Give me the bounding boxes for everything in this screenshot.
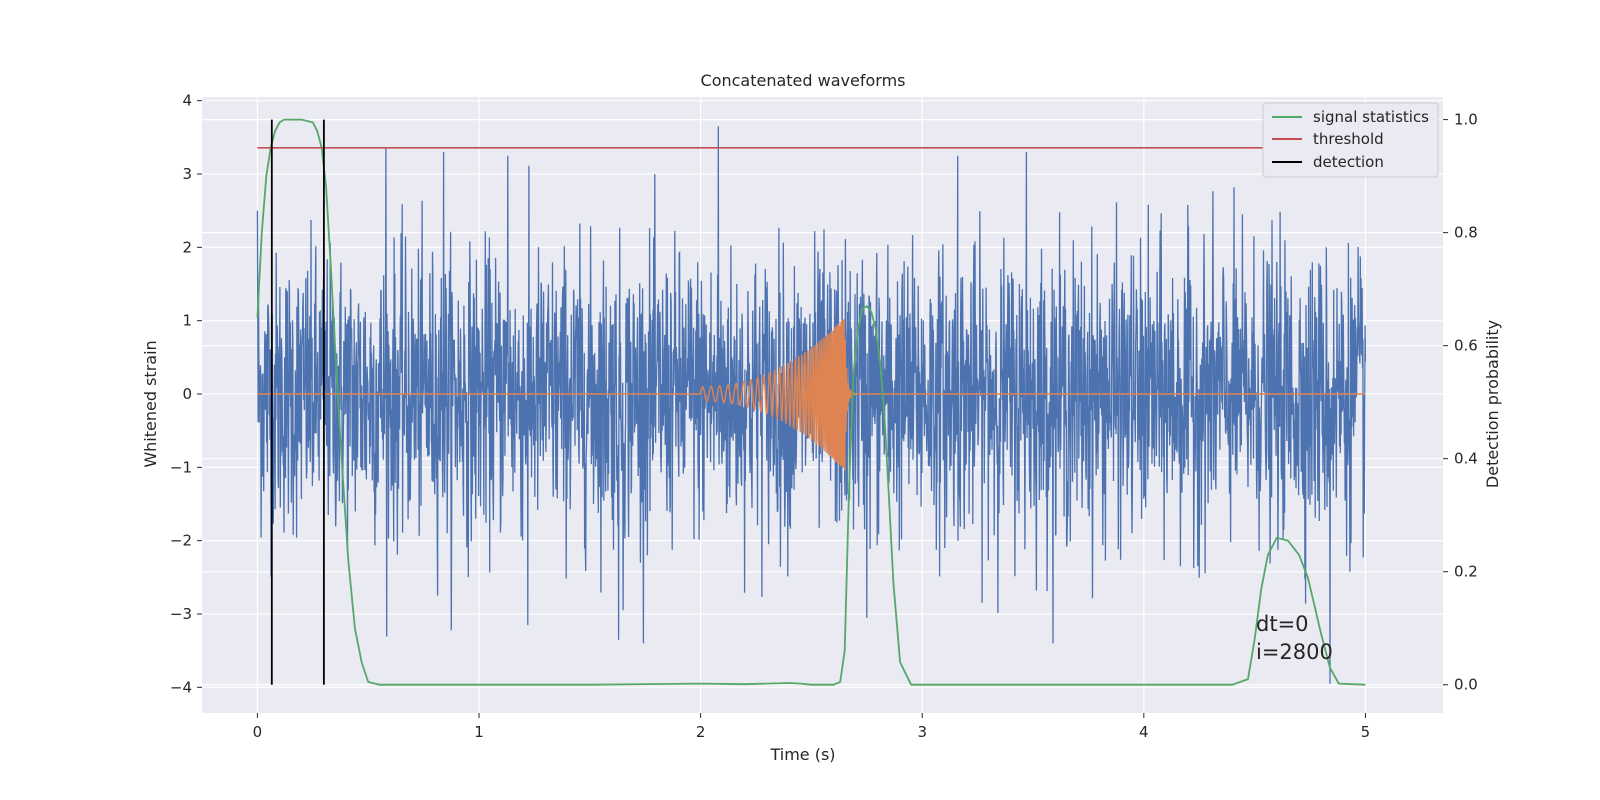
y2-tick-label: 0.8: [1454, 224, 1478, 242]
y2-axis-label: Detection probability: [1483, 320, 1502, 488]
y-tick-label: −2: [170, 532, 192, 550]
x-tick-label: 5: [1361, 723, 1371, 741]
y-tick-label: 0: [182, 385, 192, 403]
legend-label-signal-statistics: signal statistics: [1313, 108, 1429, 126]
x-axis-label: Time (s): [769, 745, 835, 764]
y2-tick-label: 0.0: [1454, 676, 1478, 694]
legend-label-threshold: threshold: [1313, 130, 1384, 148]
legend-label-detection: detection: [1313, 153, 1384, 171]
y-tick-label: −3: [170, 605, 192, 623]
annotation-dt: dt=0: [1256, 612, 1309, 636]
x-tick-label: 1: [474, 723, 484, 741]
y-axis-label: Whitened strain: [141, 340, 160, 467]
series-layer: [256, 118, 1367, 686]
y-tick-label: 4: [182, 92, 192, 110]
chart-title: Concatenated waveforms: [701, 71, 906, 90]
y2-tick-label: 0.6: [1454, 337, 1478, 355]
legend: signal statistics threshold detection: [1262, 102, 1439, 178]
y-tick-label: 3: [182, 165, 192, 183]
y2-tick-label: 0.4: [1454, 450, 1478, 468]
x-tick-label: 2: [696, 723, 706, 741]
x-tick-label: 3: [917, 723, 927, 741]
x-tick-label: 0: [253, 723, 263, 741]
y2-tick-label: 0.2: [1454, 563, 1478, 581]
x-tick-label: 4: [1139, 723, 1149, 741]
y-tick-label: 2: [182, 238, 192, 256]
signal-statistics-line: [256, 118, 1366, 686]
y-tick-label: −1: [170, 458, 192, 476]
axes-layer: 0 1 2 3 4 5 4 3 2 1 0 −1 −2 −3 −4 1.0 0.8 0.6 0.4 0.2 0.0: [170, 92, 1478, 741]
y-tick-label: 1: [182, 312, 192, 330]
y2-tick-label: 1.0: [1454, 111, 1478, 129]
waveform-series-line: [257, 319, 1366, 471]
annotation-index: i=2800: [1256, 640, 1333, 664]
y-tick-label: −4: [170, 678, 192, 696]
